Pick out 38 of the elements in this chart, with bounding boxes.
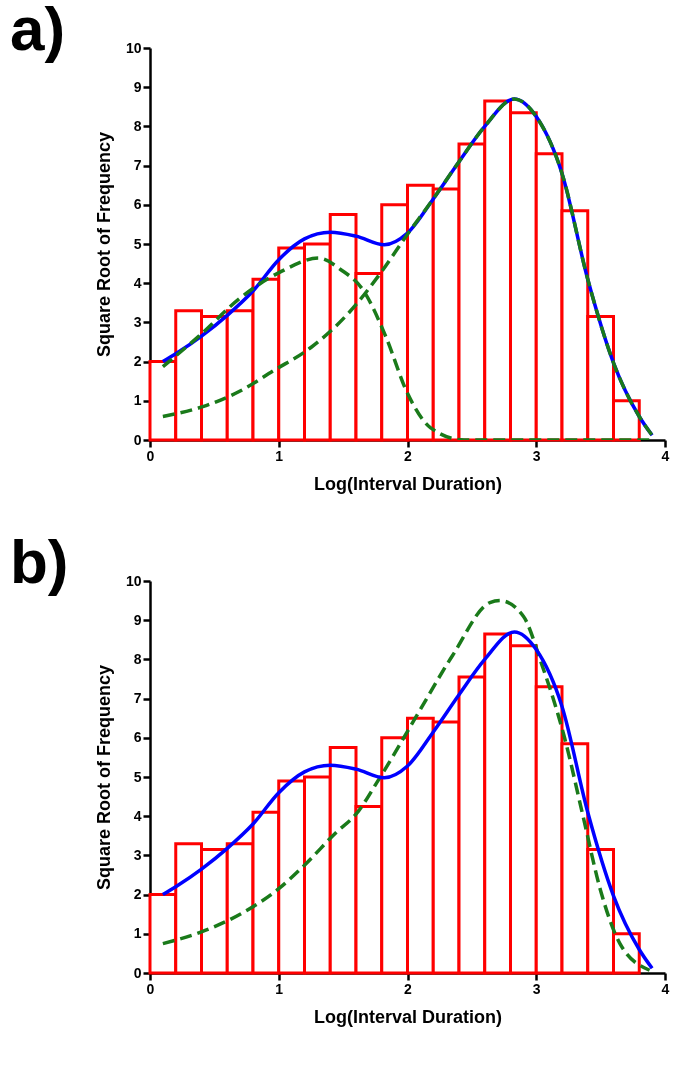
x-tick-label: 3 (532, 447, 541, 464)
y-tick-label: 0 (133, 431, 142, 448)
chart-title: a) (10, 0, 66, 63)
x-tick-label: 4 (661, 980, 670, 997)
y-tick-label: 9 (133, 78, 142, 95)
y-tick-label: 2 (133, 886, 142, 903)
y-tick-label: 6 (133, 196, 142, 213)
x-tick-label: 1 (275, 980, 284, 997)
y-tick-label: 0 (133, 964, 142, 981)
y-tick-label: 3 (133, 846, 142, 863)
y-tick-label: 1 (133, 925, 142, 942)
y-tick-label: 4 (133, 807, 142, 824)
y-tick-label: 7 (133, 157, 142, 174)
y-tick-label: 7 (133, 690, 142, 707)
x-tick-label: 3 (532, 980, 541, 997)
y-axis-title: Square Root of Frequency (93, 664, 114, 891)
y-tick-label: 3 (133, 313, 142, 330)
y-tick-label: 10 (125, 39, 142, 56)
x-axis-title: Log(Interval Duration) (314, 473, 502, 494)
x-tick-label: 2 (404, 980, 413, 997)
x-tick-label: 0 (146, 980, 155, 997)
y-tick-label: 1 (133, 392, 142, 409)
y-tick-label: 10 (125, 572, 142, 589)
y-tick-label: 8 (133, 650, 142, 667)
y-tick-label: 4 (133, 274, 142, 291)
y-axis-title: Square Root of Frequency (93, 131, 114, 358)
y-tick-label: 6 (133, 729, 142, 746)
x-tick-label: 0 (146, 447, 155, 464)
y-tick-label: 5 (133, 235, 142, 252)
x-axis-title: Log(Interval Duration) (314, 1006, 502, 1027)
chart-title: b) (10, 527, 69, 596)
x-tick-label: 2 (404, 447, 413, 464)
y-tick-label: 9 (133, 611, 142, 628)
x-tick-label: 4 (661, 447, 670, 464)
y-tick-label: 5 (133, 768, 142, 785)
x-tick-label: 1 (275, 447, 284, 464)
y-tick-label: 8 (133, 117, 142, 134)
y-tick-label: 2 (133, 353, 142, 370)
